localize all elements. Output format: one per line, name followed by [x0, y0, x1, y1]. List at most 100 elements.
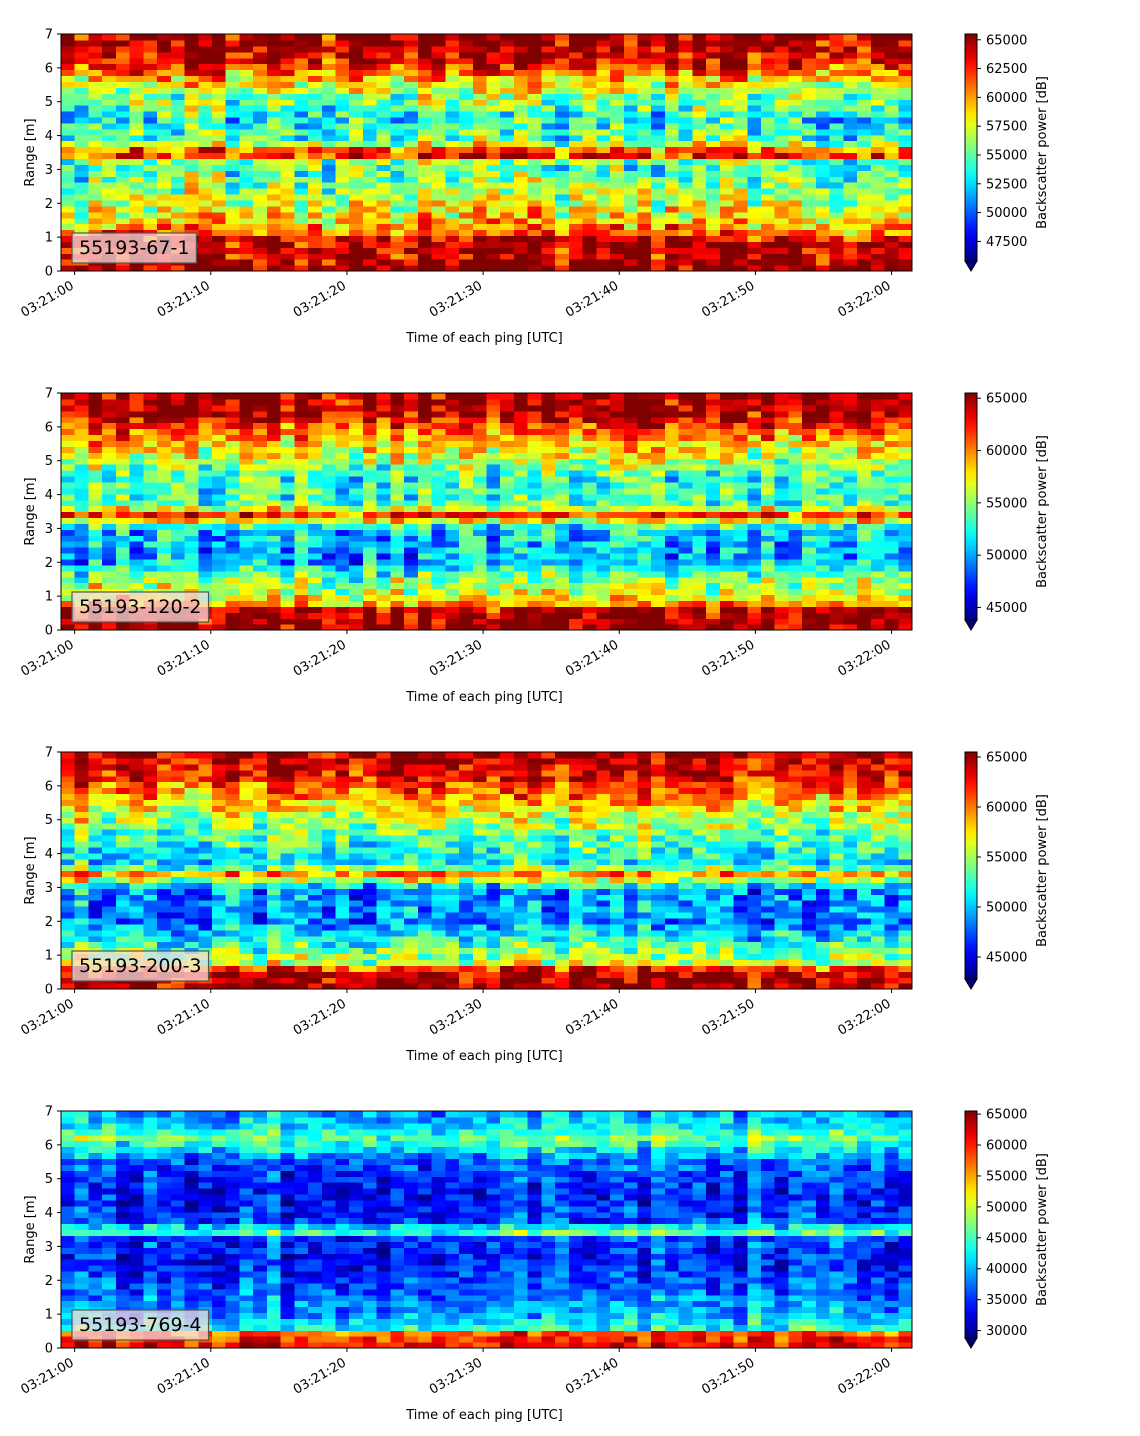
heatmap-cell	[513, 523, 529, 530]
heatmap-cell	[829, 499, 844, 507]
heatmap-cell	[198, 57, 213, 65]
heatmap-cell	[541, 164, 556, 171]
heatmap-cell	[349, 552, 364, 560]
heatmap-cell	[129, 541, 144, 548]
heatmap-cell	[884, 75, 899, 82]
heatmap-cell	[362, 235, 378, 242]
heatmap-cell	[445, 51, 460, 59]
heatmap-cell	[431, 464, 446, 471]
heatmap-cell	[143, 547, 158, 554]
heatmap-cell	[829, 128, 844, 136]
heatmap-cell	[568, 547, 584, 554]
heatmap-cell	[761, 253, 776, 260]
heatmap-cell	[555, 588, 570, 596]
heatmap-cell	[898, 111, 913, 118]
heatmap-cell	[184, 493, 199, 501]
heatmap-cell	[459, 487, 474, 495]
heatmap-cell	[308, 606, 323, 613]
heatmap-cell	[170, 81, 186, 88]
heatmap-cell	[376, 434, 392, 441]
heatmap-cell	[761, 422, 776, 430]
heatmap-cell	[308, 39, 323, 47]
heatmap-cell	[472, 535, 488, 542]
heatmap-cell	[692, 229, 707, 237]
heatmap-cell	[335, 247, 350, 254]
heatmap-cell	[610, 612, 625, 619]
heatmap-cell	[706, 393, 721, 400]
heatmap-cell	[198, 140, 213, 148]
heatmap-cell	[774, 193, 790, 201]
heatmap-cell	[898, 116, 913, 124]
heatmap-cell	[308, 552, 323, 560]
heatmap-cell	[143, 193, 158, 201]
heatmap-cell	[637, 618, 652, 625]
heatmap-cell	[747, 170, 762, 177]
heatmap-cell	[143, 464, 158, 471]
heatmap-cell	[349, 176, 364, 183]
heatmap-cell	[321, 618, 337, 625]
heatmap-cell	[500, 193, 515, 201]
heatmap-cell	[459, 265, 474, 272]
heatmap-cell	[541, 193, 556, 201]
heatmap-cell	[321, 99, 337, 106]
heatmap-cell	[527, 404, 543, 412]
heatmap-cell	[184, 428, 199, 436]
heatmap-cell	[719, 618, 735, 625]
heatmap-cell	[225, 475, 241, 483]
heatmap-cell	[211, 93, 227, 100]
heatmap-cell	[74, 624, 90, 631]
heatmap-cell	[308, 116, 323, 124]
heatmap-cell	[417, 39, 433, 47]
heatmap-cell	[266, 99, 282, 106]
heatmap-cell	[349, 182, 364, 189]
heatmap-cell	[184, 39, 199, 47]
heatmap-cell	[445, 410, 460, 418]
heatmap-cell	[541, 582, 556, 590]
heatmap-cell	[761, 499, 776, 507]
heatmap-cell	[582, 199, 597, 207]
heatmap-cell	[788, 241, 803, 248]
heatmap-cell	[568, 416, 584, 424]
heatmap-cell	[788, 576, 803, 584]
heatmap-cell	[829, 93, 844, 100]
heatmap-cell	[198, 93, 213, 100]
heatmap-cell	[692, 87, 707, 94]
heatmap-cell	[472, 81, 488, 88]
heatmap-cell	[349, 440, 364, 447]
heatmap-cell	[513, 564, 529, 572]
heatmap-cell	[637, 99, 652, 106]
heatmap-cell	[198, 81, 213, 88]
heatmap-cell	[266, 122, 282, 130]
heatmap-cell	[143, 493, 158, 501]
heatmap-cell	[623, 122, 639, 130]
heatmap-cell	[870, 446, 886, 453]
heatmap-cell	[404, 529, 419, 536]
heatmap-cell	[170, 564, 186, 572]
heatmap-cell	[417, 134, 433, 142]
heatmap-cell	[225, 588, 241, 596]
heatmap-cell	[733, 199, 748, 207]
heatmap-cell	[239, 265, 254, 272]
heatmap-cell	[211, 434, 227, 441]
heatmap-cell	[719, 99, 735, 106]
heatmap-cell	[143, 398, 158, 406]
heatmap-cell	[472, 398, 488, 406]
heatmap-cell	[266, 558, 282, 566]
heatmap-cell	[115, 205, 131, 213]
heatmap-cell	[568, 452, 584, 459]
heatmap-cell	[390, 170, 405, 177]
heatmap-cell	[692, 511, 707, 519]
heatmap-cell	[568, 152, 584, 160]
heatmap-cell	[486, 188, 501, 195]
heatmap-cell	[843, 552, 858, 560]
heatmap-cell	[459, 51, 474, 59]
heatmap-cell	[280, 475, 295, 483]
heatmap-cell	[898, 193, 913, 201]
heatmap-cell	[170, 505, 186, 513]
heatmap-cell	[857, 612, 872, 619]
heatmap-cell	[678, 229, 693, 237]
heatmap-cell	[115, 552, 131, 560]
heatmap-cell	[61, 440, 76, 447]
heatmap-cell	[239, 434, 254, 441]
heatmap-cell	[157, 164, 172, 171]
